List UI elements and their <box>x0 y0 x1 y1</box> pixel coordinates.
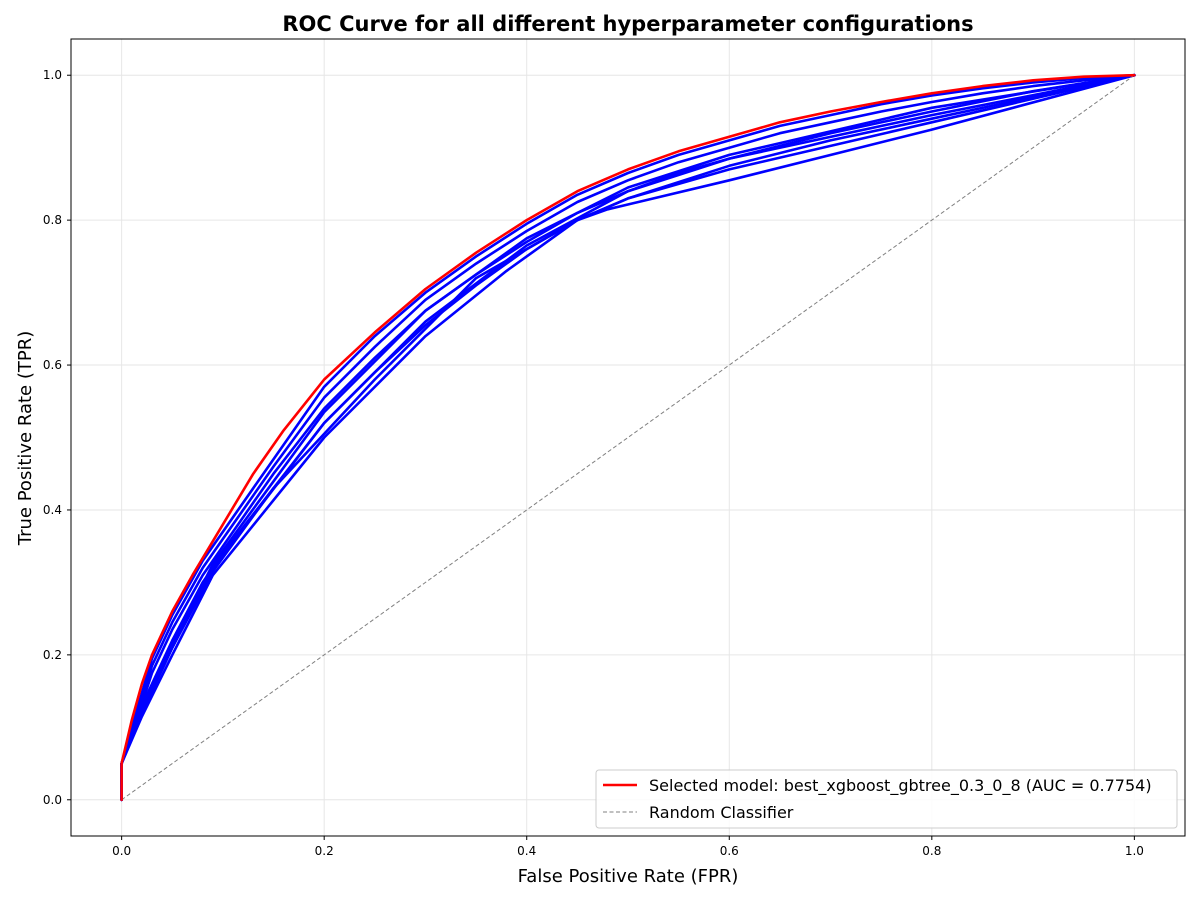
x-tick-label-2: 0.4 <box>517 844 536 858</box>
y-tick-label-5: 1.0 <box>43 68 62 82</box>
y-tick-label-2: 0.4 <box>43 503 62 517</box>
random-classifier-line <box>121 74 1135 801</box>
config-roc-curve-7 <box>120 73 1136 802</box>
plot-frame <box>70 38 1186 837</box>
config-roc-curve-3 <box>120 73 1136 802</box>
axis-ticks: 0.0 0.2 0.4 0.6 0.8 1.0 0.0 0.2 0.4 0.6 0.8 1.0 <box>43 68 1144 858</box>
config-roc-curve-5 <box>120 73 1136 802</box>
config-roc-curve-6 <box>120 73 1136 802</box>
selected-model-roc-curve <box>120 73 1136 802</box>
legend-box <box>595 769 1178 829</box>
legend: Selected model: best_xgboost_gbtree_0.3_… <box>595 769 1178 829</box>
y-axis-label: True Positive Rate (TPR) <box>15 331 36 546</box>
x-tick-label-5: 1.0 <box>1125 844 1144 858</box>
x-tick-label-3: 0.6 <box>720 844 739 858</box>
plot-area <box>120 73 1136 802</box>
legend-random-label: Random Classifier <box>649 803 794 822</box>
grid <box>71 39 1185 836</box>
y-tick-label-3: 0.6 <box>43 358 62 372</box>
x-tick-label-4: 0.8 <box>922 844 941 858</box>
x-tick-label-0: 0.0 <box>112 844 131 858</box>
config-roc-curve-4 <box>120 73 1136 802</box>
config-roc-curve-1 <box>120 73 1136 802</box>
config-roc-curve-0 <box>120 73 1136 802</box>
y-tick-label-0: 0.0 <box>43 793 62 807</box>
legend-selected-label: Selected model: best_xgboost_gbtree_0.3_… <box>649 776 1152 796</box>
x-tick-label-1: 0.2 <box>315 844 334 858</box>
chart-title: ROC Curve for all different hyperparamet… <box>282 12 973 36</box>
y-tick-label-1: 0.2 <box>43 648 62 662</box>
config-roc-curve-2 <box>120 73 1136 802</box>
y-tick-label-4: 0.8 <box>43 213 62 227</box>
x-axis-label: False Positive Rate (FPR) <box>518 866 739 887</box>
